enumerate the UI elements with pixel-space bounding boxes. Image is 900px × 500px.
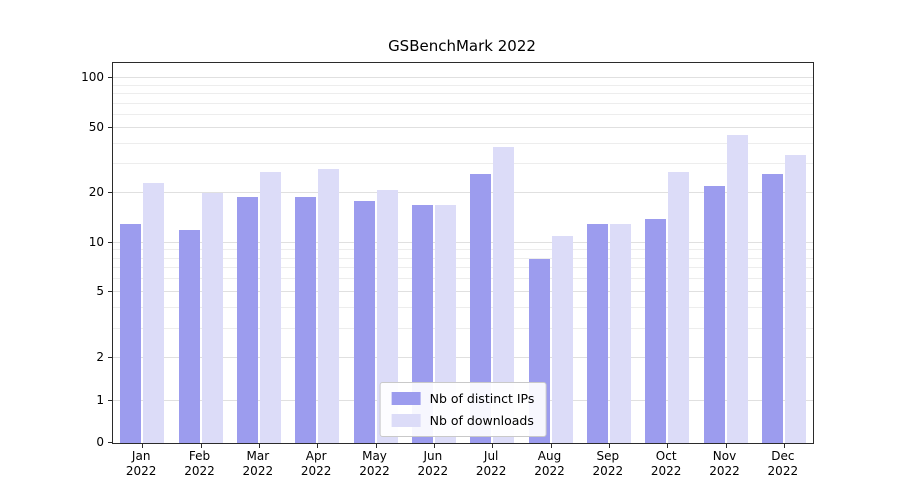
y-tick-mark — [108, 357, 112, 358]
legend-entry-distinct-ips: Nb of distinct IPs — [391, 391, 535, 406]
y-tick-mark — [108, 291, 112, 293]
bar-ips-mar — [236, 196, 258, 443]
gridline — [113, 278, 813, 280]
y-tick-mark — [108, 399, 112, 401]
x-tick-mark — [608, 444, 610, 448]
gridline — [113, 257, 813, 259]
x-tick-label: Dec 2022 — [767, 449, 799, 478]
gridline — [113, 163, 813, 165]
x-tick-label: May 2022 — [359, 449, 390, 478]
gridline — [113, 102, 813, 104]
bar-ips-sep — [586, 224, 608, 443]
x-tick-mark — [258, 444, 260, 448]
bar-downloads-aug — [551, 236, 573, 443]
x-tick-label: Sep 2022 — [592, 449, 624, 478]
y-tick-label: 5 — [96, 284, 104, 299]
gridline — [113, 327, 813, 329]
y-tick-label: 1 — [96, 392, 104, 407]
chart-title: GSBenchMark 2022 — [388, 37, 536, 55]
x-tick-label: Jun 2022 — [417, 449, 449, 478]
x-tick-mark — [725, 444, 727, 448]
gridline — [113, 249, 813, 251]
gridline — [113, 126, 813, 128]
x-tick-mark — [783, 444, 785, 448]
x-tick-label: Jan 2022 — [125, 449, 157, 478]
y-tick-label: 0 — [96, 435, 104, 449]
legend: Nb of distinct IPs Nb of downloads — [379, 382, 547, 437]
y-tick-label: 2 — [96, 350, 104, 364]
x-tick-label: Nov 2022 — [709, 449, 740, 478]
y-tick-mark — [108, 192, 112, 194]
y-tick-mark — [108, 126, 112, 128]
bar-ips-jul — [470, 174, 492, 443]
x-tick-mark — [492, 444, 494, 448]
bar-ips-oct — [645, 218, 667, 443]
bar-downloads-dec — [784, 155, 806, 443]
x-tick-label: Mar 2022 — [242, 449, 274, 478]
gridline — [113, 307, 813, 309]
x-tick-label: Aug 2022 — [534, 449, 565, 478]
x-tick-mark — [375, 444, 377, 448]
bar-downloads-jan — [143, 183, 165, 443]
gridline — [113, 92, 813, 94]
gridline — [113, 291, 813, 293]
x-tick-label: Jul 2022 — [475, 449, 507, 478]
x-tick-label: Apr 2022 — [300, 449, 332, 478]
bar-downloads-may — [376, 189, 398, 443]
gridline — [113, 357, 813, 358]
gridline — [113, 77, 813, 79]
y-tick-label: 20 — [88, 185, 104, 200]
x-tick-mark — [667, 444, 669, 448]
bar-downloads-nov — [726, 135, 748, 443]
y-tick-mark — [108, 77, 112, 79]
bar-downloads-oct — [668, 171, 690, 443]
x-tick-label: Feb 2022 — [184, 449, 215, 478]
bar-downloads-feb — [201, 193, 223, 443]
x-axis-labels: Jan 2022 Feb 2022 Mar 2022 Apr 2022 May 2022… — [112, 449, 812, 489]
bar-downloads-jul — [493, 147, 515, 443]
bar-ips-jan — [120, 224, 142, 443]
gridline — [113, 142, 813, 144]
bar-downloads-apr — [318, 169, 340, 443]
plot-area: Nb of distinct IPs Nb of downloads — [108, 62, 814, 448]
x-tick-mark — [550, 444, 552, 448]
bar-downloads-sep — [609, 224, 631, 443]
gridline — [113, 192, 813, 194]
legend-entry-downloads: Nb of downloads — [391, 413, 535, 428]
y-tick-label: 100 — [81, 70, 104, 85]
y-tick-mark — [108, 442, 112, 443]
y-tick-mark — [108, 241, 112, 243]
y-tick-label: 50 — [88, 119, 104, 134]
x-tick-mark — [317, 444, 319, 448]
y-tick-label: 10 — [88, 234, 104, 249]
bar-ips-may — [353, 200, 375, 443]
y-axis-labels: 0 1 2 5 10 20 50 100 — [0, 62, 104, 449]
legend-swatch-downloads — [391, 414, 421, 427]
gridline — [113, 241, 813, 243]
gridline — [113, 84, 813, 86]
legend-label-distinct-ips: Nb of distinct IPs — [429, 391, 535, 406]
legend-swatch-distinct-ips — [391, 392, 421, 405]
bar-ips-nov — [703, 186, 725, 443]
x-tick-label: Oct 2022 — [650, 449, 682, 478]
bar-ips-apr — [295, 196, 317, 443]
bar-ips-dec — [761, 174, 783, 443]
legend-label-downloads: Nb of downloads — [429, 413, 534, 428]
bar-downloads-mar — [259, 171, 281, 443]
bar-ips-feb — [178, 229, 200, 443]
x-tick-mark — [200, 444, 202, 448]
x-tick-mark — [142, 444, 144, 448]
gridline — [113, 267, 813, 269]
gridline — [113, 113, 813, 115]
x-tick-mark — [433, 444, 435, 448]
